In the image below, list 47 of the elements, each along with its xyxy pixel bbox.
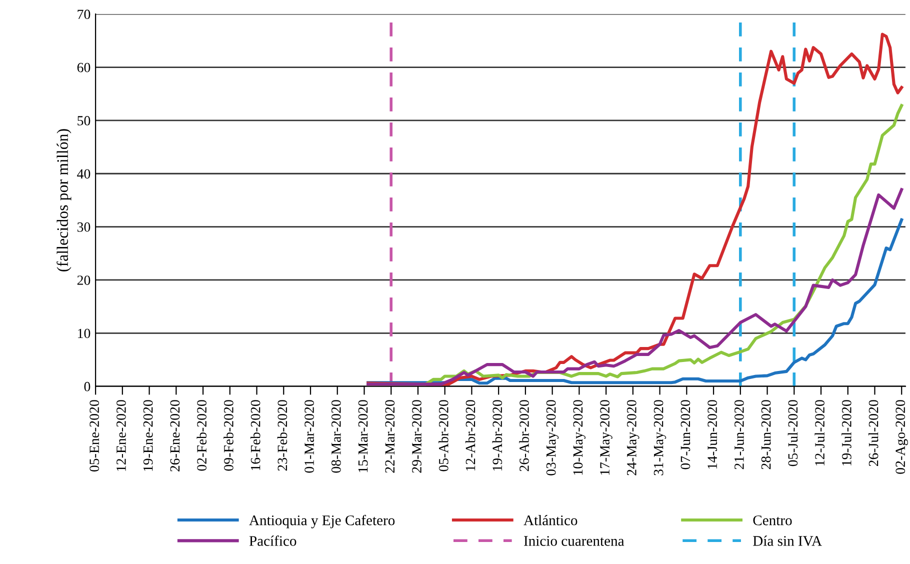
x-tick-label: 19-Ene-2020 (143, 400, 153, 471)
x-tick-label: 05-Ene-2020 (90, 400, 100, 472)
x-tick-label: 17-May-2020 (600, 400, 612, 475)
x-tick-label: 07-Jun-2020 (680, 400, 690, 470)
y-tick-label: 70 (78, 10, 90, 20)
x-tick-label: 14-Jun-2020 (708, 400, 718, 469)
y-tick-label: 40 (77, 169, 90, 179)
x-tick-label: 19-Jul-2020 (842, 400, 852, 466)
x-tick-label: 19-Abr-2020 (492, 400, 502, 471)
x-tick-label: 05-Abr-2020 (438, 400, 448, 472)
y-tick-label: 0 (84, 382, 90, 392)
x-tick-label: 02-Ago-2020 (896, 400, 908, 474)
legend-label: Atlántico (524, 514, 578, 526)
legend-label: Inicio cuarentena (524, 536, 624, 546)
x-tick-label: 12-Jul-2020 (814, 400, 824, 466)
x-tick-label: 26-Jul-2020 (868, 400, 878, 466)
y-tick-label: 60 (77, 62, 90, 72)
line-series (366, 188, 904, 386)
x-tick-label: 21-Jun-2020 (734, 400, 744, 470)
x-tick-label: 01-Mar-2020 (304, 400, 314, 473)
y-tick-label: 10 (78, 328, 90, 338)
x-tick-label: 26-Abr-2020 (519, 400, 529, 472)
x-tick-label: 05-Jul-2020 (788, 400, 798, 466)
legend-label: Centro (753, 515, 792, 526)
legend-label: Antioquia y Eje Cafetero (249, 514, 395, 528)
y-tick-label: 30 (77, 222, 90, 232)
x-tick-label: 29-Mar-2020 (412, 400, 422, 473)
x-tick-label: 31-May-2020 (654, 400, 666, 476)
x-tick-label: 23-Feb-2020 (277, 400, 288, 471)
y-axis-title: (fallecidos por millón) (56, 129, 72, 272)
x-tick-label: 12-Ene-2020 (116, 400, 126, 471)
x-tick-label: 03-May-2020 (546, 400, 559, 476)
x-tick-label: 28-Jun-2020 (761, 400, 771, 470)
x-tick-label: 12-Abr-2020 (465, 400, 476, 471)
legend-label: Pacífico (249, 536, 296, 546)
x-tick-label: 08-Mar-2020 (331, 400, 341, 473)
x-tick-label: 24-May-2020 (626, 400, 640, 476)
x-tick-label: 16-Feb-2020 (250, 400, 260, 470)
x-tick-label: 10-May-2020 (573, 400, 586, 475)
x-tick-label: 09-Feb-2020 (224, 400, 234, 471)
legend-label: Día sin IVA (753, 536, 822, 546)
x-tick-label: 26-Ene-2020 (170, 400, 180, 472)
x-tick-label: 15-Mar-2020 (358, 400, 368, 472)
y-tick-label: 50 (78, 116, 90, 126)
x-tick-label: 02-Feb-2020 (196, 400, 206, 471)
y-tick-label: 20 (77, 276, 90, 285)
x-tick-label: 22-Mar-2020 (385, 400, 395, 473)
